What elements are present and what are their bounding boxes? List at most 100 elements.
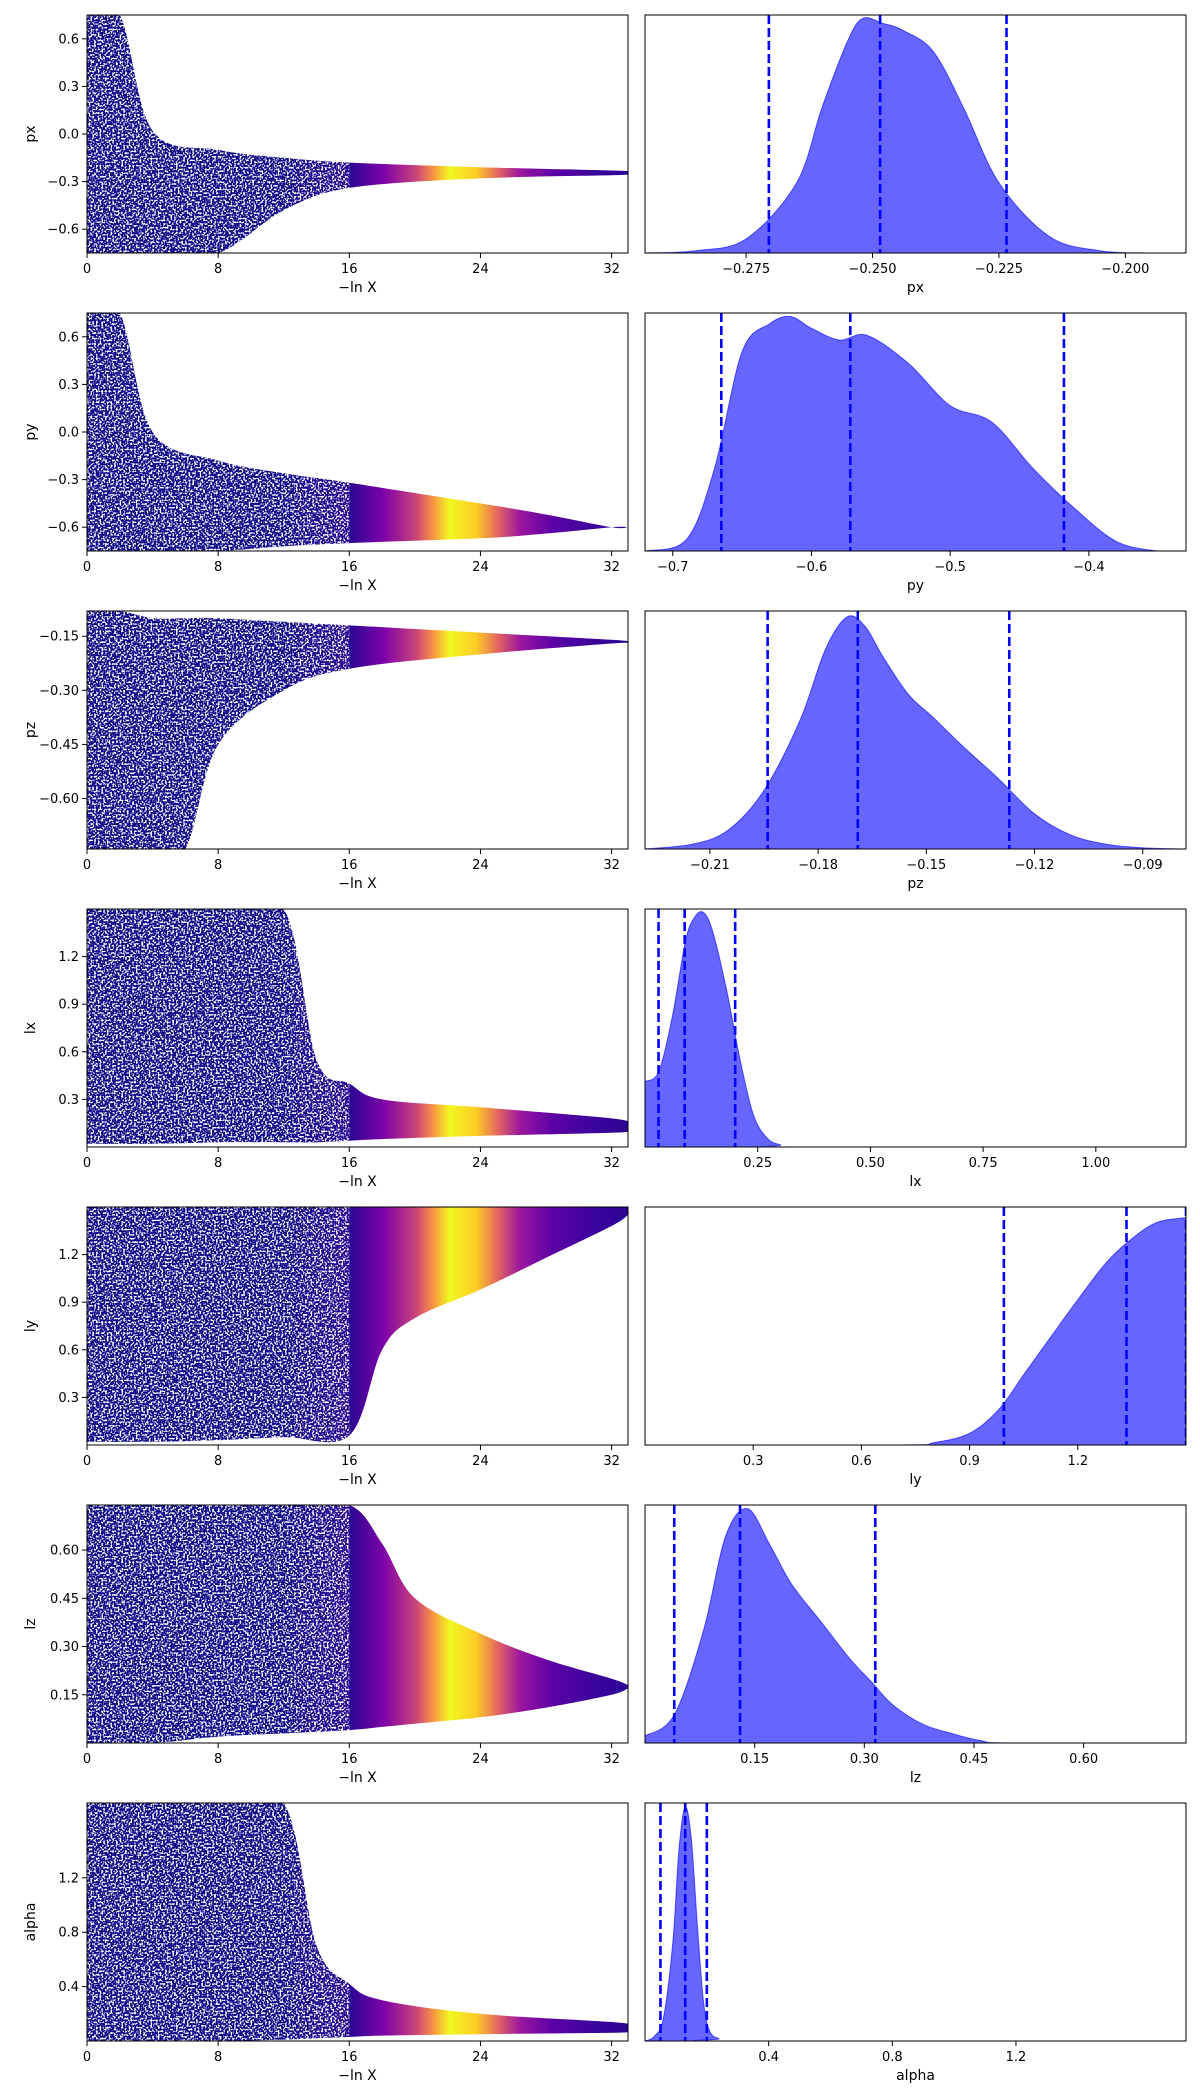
trace-scatter-speckle <box>87 313 628 551</box>
marginal-frame <box>644 908 1187 1148</box>
y-tick-label: 1.2 <box>58 1871 79 1886</box>
trace-scatter-speckle <box>87 611 628 849</box>
y-tick-label: 0.6 <box>58 330 79 345</box>
trace-scatter-speckle <box>87 1207 628 1445</box>
y-tick-label: −0.15 <box>39 630 79 645</box>
x-tick-label: 0.6 <box>851 1454 872 1469</box>
density-area <box>645 1217 1186 1445</box>
y-tick-label: 0.3 <box>58 1093 79 1108</box>
x-tick-label: 8 <box>214 2050 222 2065</box>
x-tick-label: 0 <box>83 2050 91 2065</box>
marginal-panel-alpha: 0.4 0.8 1.2 alpha <box>644 1802 1187 2084</box>
y-tick-label: 1.2 <box>58 950 79 965</box>
trace-frame <box>86 908 629 1148</box>
marginal-frame <box>644 1802 1187 2042</box>
y-tick-label: −0.3 <box>47 473 79 488</box>
y-tick-label: −0.6 <box>47 521 79 536</box>
marginal-frame <box>644 1206 1187 1446</box>
y-tick-label: −0.3 <box>47 175 79 190</box>
x-tick-label: −0.275 <box>722 262 770 277</box>
x-tick-label: 1.00 <box>1081 1156 1110 1171</box>
y-tick-label: −0.6 <box>47 223 79 238</box>
x-tick-label: 24 <box>472 262 489 277</box>
x-axis-label: lx <box>909 1174 921 1190</box>
x-tick-label: −0.5 <box>934 560 966 575</box>
x-tick-label: 32 <box>603 262 620 277</box>
y-axis-label: px <box>23 125 39 142</box>
x-tick-label: 16 <box>341 2050 358 2065</box>
density-area <box>645 1508 1186 1743</box>
y-tick-label: 0.6 <box>58 1343 79 1358</box>
x-tick-label: 0.45 <box>960 1752 989 1767</box>
y-tick-label: 0.0 <box>58 128 79 143</box>
x-tick-label: 32 <box>603 1454 620 1469</box>
trace-frame <box>86 1802 629 2042</box>
x-tick-label: 8 <box>214 560 222 575</box>
x-tick-label: 0 <box>83 1156 91 1171</box>
y-axis-label: pz <box>23 722 39 738</box>
marginal-panel-lx: 0.25 0.50 0.75 1.00 lx <box>644 908 1187 1190</box>
y-axis-label: py <box>23 423 39 440</box>
density-area <box>645 615 1186 849</box>
y-tick-label: 0.8 <box>58 1926 79 1941</box>
x-tick-label: 16 <box>341 858 358 873</box>
density-area <box>645 911 1186 1147</box>
x-axis-label: −ln X <box>338 1770 377 1786</box>
x-axis-label: −ln X <box>338 578 377 594</box>
trace-scatter-speckle <box>87 15 628 253</box>
marginal-panel-lz: 0.15 0.30 0.45 0.60 lz <box>644 1504 1187 1786</box>
x-tick-label: 24 <box>472 2050 489 2065</box>
x-tick-label: −0.15 <box>906 858 946 873</box>
x-axis-label: py <box>907 578 924 594</box>
y-tick-label: 1.2 <box>58 1248 79 1263</box>
x-axis-label: pz <box>907 876 923 892</box>
density-area <box>645 1806 1186 2041</box>
x-tick-label: −0.21 <box>690 858 730 873</box>
y-tick-label: 0.30 <box>50 1640 79 1655</box>
x-tick-label: −0.12 <box>1015 858 1055 873</box>
x-tick-label: 1.2 <box>1067 1454 1088 1469</box>
x-axis-label: px <box>907 280 924 296</box>
x-tick-label: 16 <box>341 262 358 277</box>
x-tick-label: 32 <box>603 1156 620 1171</box>
x-tick-label: 16 <box>341 1752 358 1767</box>
y-tick-label: −0.30 <box>39 684 79 699</box>
x-tick-label: 8 <box>214 262 222 277</box>
marginal-panel-px: −0.275 −0.250 −0.225 −0.200 px <box>644 14 1187 296</box>
y-tick-label: −0.60 <box>39 792 79 807</box>
x-tick-label: −0.09 <box>1123 858 1163 873</box>
marginal-panel-py: −0.7 −0.6 −0.5 −0.4 py <box>644 312 1187 594</box>
y-axis-label: alpha <box>23 1903 39 1942</box>
trace-panel-lx: 0 8 16 24 32 1.2 0.9 0.6 0.3 −ln X lx <box>23 908 629 1190</box>
x-axis-label: alpha <box>896 2068 935 2084</box>
y-tick-label: 0.6 <box>58 1045 79 1060</box>
x-tick-label: 0.8 <box>882 2050 903 2065</box>
x-tick-label: 8 <box>214 1156 222 1171</box>
x-tick-label: 0 <box>83 1752 91 1767</box>
x-tick-label: 0.50 <box>856 1156 885 1171</box>
x-tick-label: 0.9 <box>959 1454 980 1469</box>
y-tick-label: 0.3 <box>58 1391 79 1406</box>
marginal-frame <box>644 610 1187 850</box>
x-tick-label: 0.4 <box>758 2050 779 2065</box>
trace-panel-ly: 0 8 16 24 32 1.2 0.9 0.6 0.3 −ln X ly <box>23 1206 629 1488</box>
x-tick-label: −0.200 <box>1101 262 1149 277</box>
y-axis-label: ly <box>23 1320 39 1332</box>
marginal-panel-ly: 0.3 0.6 0.9 1.2 ly <box>644 1206 1187 1488</box>
x-tick-label: 8 <box>214 1752 222 1767</box>
trace-frame <box>86 1206 629 1446</box>
x-tick-label: 24 <box>472 1156 489 1171</box>
y-tick-label: 0.4 <box>58 1980 79 1995</box>
trace-panel-alpha: 0 8 16 24 32 1.2 0.8 0.4 −ln X alpha <box>23 1802 629 2084</box>
y-tick-label: −0.45 <box>39 738 79 753</box>
x-tick-label: 0.15 <box>740 1752 769 1767</box>
x-tick-label: 16 <box>341 1454 358 1469</box>
y-axis-label: lx <box>23 1022 39 1034</box>
x-tick-label: 0 <box>83 560 91 575</box>
x-tick-label: 32 <box>603 2050 620 2065</box>
trace-frame <box>86 1504 629 1744</box>
x-axis-label: lz <box>910 1770 921 1786</box>
y-tick-label: 0.45 <box>50 1592 79 1607</box>
x-tick-label: 1.2 <box>1006 2050 1027 2065</box>
marginal-frame <box>644 312 1187 552</box>
